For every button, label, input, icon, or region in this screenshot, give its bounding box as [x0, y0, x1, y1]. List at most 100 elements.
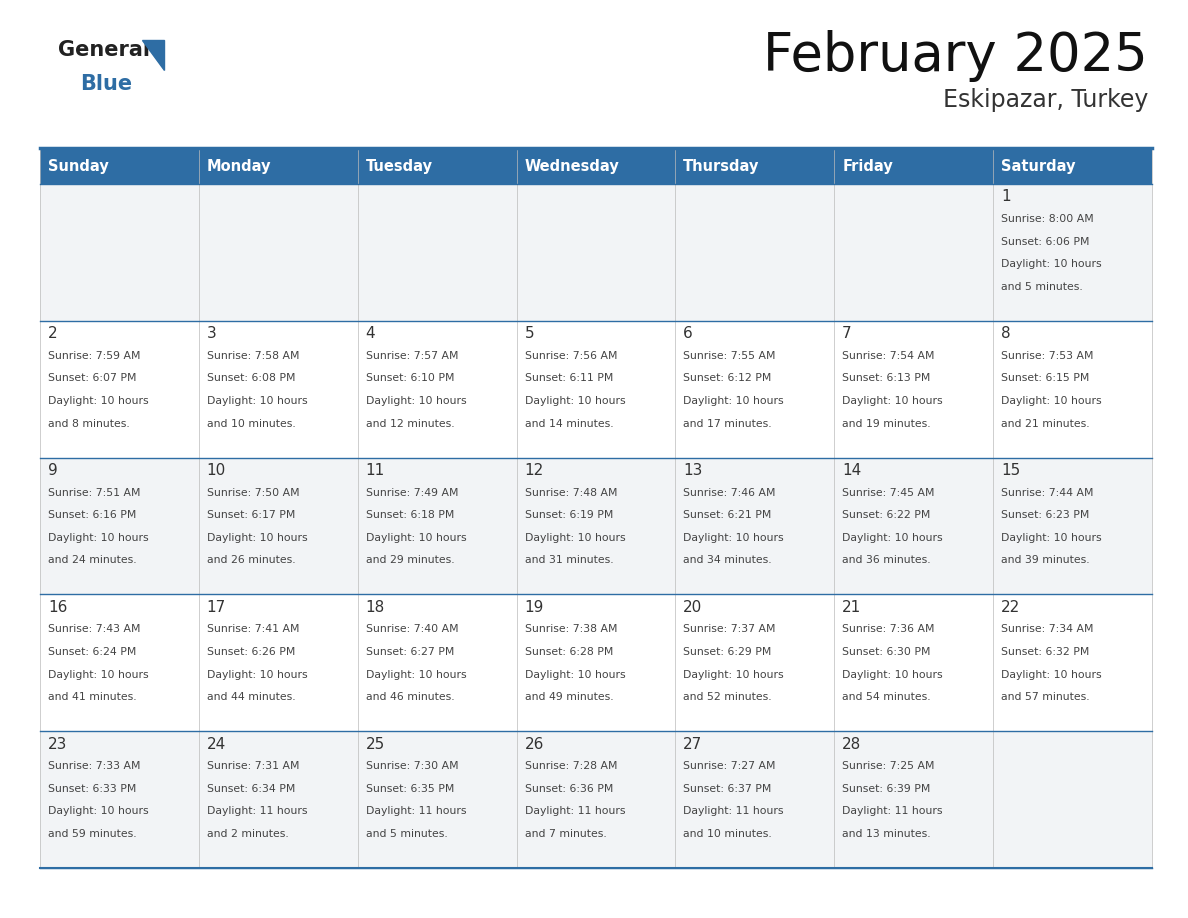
Text: Daylight: 10 hours: Daylight: 10 hours — [366, 396, 466, 406]
Text: Daylight: 11 hours: Daylight: 11 hours — [842, 806, 943, 816]
Text: Sunset: 6:13 PM: Sunset: 6:13 PM — [842, 374, 930, 384]
Text: Sunset: 6:15 PM: Sunset: 6:15 PM — [1001, 374, 1089, 384]
Bar — [517, 732, 676, 868]
Text: Daylight: 10 hours: Daylight: 10 hours — [48, 532, 148, 543]
Bar — [834, 457, 993, 594]
Bar — [40, 594, 198, 732]
Text: Daylight: 10 hours: Daylight: 10 hours — [683, 396, 784, 406]
Text: Sunrise: 7:57 AM: Sunrise: 7:57 AM — [366, 351, 459, 361]
Text: and 5 minutes.: and 5 minutes. — [366, 829, 448, 839]
Text: Daylight: 10 hours: Daylight: 10 hours — [842, 669, 943, 679]
Text: Sunset: 6:10 PM: Sunset: 6:10 PM — [366, 374, 454, 384]
Text: 20: 20 — [683, 599, 702, 615]
Text: Sunset: 6:39 PM: Sunset: 6:39 PM — [842, 784, 930, 794]
Text: and 57 minutes.: and 57 minutes. — [1001, 692, 1089, 702]
Text: Sunrise: 7:31 AM: Sunrise: 7:31 AM — [207, 761, 299, 771]
Text: Daylight: 10 hours: Daylight: 10 hours — [48, 669, 148, 679]
Text: 25: 25 — [366, 736, 385, 752]
Text: and 44 minutes.: and 44 minutes. — [207, 692, 296, 702]
Text: Sunset: 6:23 PM: Sunset: 6:23 PM — [1001, 510, 1089, 521]
Bar — [358, 594, 517, 732]
Text: 10: 10 — [207, 463, 226, 478]
Text: Daylight: 10 hours: Daylight: 10 hours — [525, 396, 625, 406]
Text: Sunset: 6:26 PM: Sunset: 6:26 PM — [207, 647, 295, 657]
Text: Daylight: 10 hours: Daylight: 10 hours — [1001, 259, 1101, 269]
Text: and 12 minutes.: and 12 minutes. — [366, 419, 454, 429]
Text: and 19 minutes.: and 19 minutes. — [842, 419, 931, 429]
Text: and 17 minutes.: and 17 minutes. — [683, 419, 772, 429]
Text: Sunrise: 8:00 AM: Sunrise: 8:00 AM — [1001, 214, 1094, 224]
Bar — [676, 732, 834, 868]
Text: Eskipazar, Turkey: Eskipazar, Turkey — [942, 88, 1148, 112]
Text: 14: 14 — [842, 463, 861, 478]
Bar — [676, 594, 834, 732]
Text: Sunrise: 7:37 AM: Sunrise: 7:37 AM — [683, 624, 776, 634]
Bar — [834, 732, 993, 868]
Text: Sunset: 6:33 PM: Sunset: 6:33 PM — [48, 784, 137, 794]
Text: Sunset: 6:06 PM: Sunset: 6:06 PM — [1001, 237, 1089, 247]
Bar — [517, 457, 676, 594]
Bar — [40, 732, 198, 868]
Bar — [517, 320, 676, 457]
Text: 19: 19 — [525, 599, 544, 615]
Text: Daylight: 11 hours: Daylight: 11 hours — [366, 806, 466, 816]
Text: 27: 27 — [683, 736, 702, 752]
Text: Sunrise: 7:49 AM: Sunrise: 7:49 AM — [366, 487, 459, 498]
Text: 15: 15 — [1001, 463, 1020, 478]
Text: and 14 minutes.: and 14 minutes. — [525, 419, 613, 429]
Text: and 36 minutes.: and 36 minutes. — [842, 555, 931, 565]
Text: Saturday: Saturday — [1001, 159, 1075, 174]
Text: and 31 minutes.: and 31 minutes. — [525, 555, 613, 565]
Text: Sunrise: 7:59 AM: Sunrise: 7:59 AM — [48, 351, 140, 361]
Text: Thursday: Thursday — [683, 159, 760, 174]
Bar — [40, 457, 198, 594]
Text: Sunrise: 7:53 AM: Sunrise: 7:53 AM — [1001, 351, 1094, 361]
Text: Sunrise: 7:36 AM: Sunrise: 7:36 AM — [842, 624, 935, 634]
Bar — [676, 148, 834, 184]
Text: Sunset: 6:07 PM: Sunset: 6:07 PM — [48, 374, 137, 384]
Bar — [993, 732, 1152, 868]
Text: Sunset: 6:18 PM: Sunset: 6:18 PM — [366, 510, 454, 521]
Text: 8: 8 — [1001, 326, 1011, 341]
Bar — [834, 148, 993, 184]
Text: and 24 minutes.: and 24 minutes. — [48, 555, 137, 565]
Text: 21: 21 — [842, 599, 861, 615]
Text: Daylight: 10 hours: Daylight: 10 hours — [1001, 396, 1101, 406]
Text: Sunset: 6:34 PM: Sunset: 6:34 PM — [207, 784, 295, 794]
Bar — [993, 457, 1152, 594]
Bar — [676, 184, 834, 320]
Text: 4: 4 — [366, 326, 375, 341]
Bar — [517, 594, 676, 732]
Text: Sunrise: 7:30 AM: Sunrise: 7:30 AM — [366, 761, 459, 771]
Text: and 41 minutes.: and 41 minutes. — [48, 692, 137, 702]
Text: 11: 11 — [366, 463, 385, 478]
Bar — [517, 184, 676, 320]
Text: 28: 28 — [842, 736, 861, 752]
Polygon shape — [143, 40, 164, 70]
Text: and 13 minutes.: and 13 minutes. — [842, 829, 931, 839]
Text: Sunset: 6:16 PM: Sunset: 6:16 PM — [48, 510, 137, 521]
Text: Monday: Monday — [207, 159, 271, 174]
Text: Sunset: 6:19 PM: Sunset: 6:19 PM — [525, 510, 613, 521]
Text: February 2025: February 2025 — [763, 30, 1148, 82]
Text: Sunset: 6:37 PM: Sunset: 6:37 PM — [683, 784, 772, 794]
Text: and 2 minutes.: and 2 minutes. — [207, 829, 289, 839]
Bar — [198, 732, 358, 868]
Text: and 5 minutes.: and 5 minutes. — [1001, 282, 1082, 292]
Bar — [993, 320, 1152, 457]
Text: 17: 17 — [207, 599, 226, 615]
Text: 26: 26 — [525, 736, 544, 752]
Text: Sunrise: 7:33 AM: Sunrise: 7:33 AM — [48, 761, 140, 771]
Text: 16: 16 — [48, 599, 68, 615]
Text: Sunday: Sunday — [48, 159, 108, 174]
Text: Daylight: 10 hours: Daylight: 10 hours — [48, 806, 148, 816]
Bar — [993, 594, 1152, 732]
Text: Sunset: 6:17 PM: Sunset: 6:17 PM — [207, 510, 295, 521]
Text: and 39 minutes.: and 39 minutes. — [1001, 555, 1089, 565]
Bar — [676, 457, 834, 594]
Text: 5: 5 — [525, 326, 535, 341]
Bar — [40, 320, 198, 457]
Text: Sunset: 6:36 PM: Sunset: 6:36 PM — [525, 784, 613, 794]
Text: Daylight: 10 hours: Daylight: 10 hours — [366, 669, 466, 679]
Bar — [198, 148, 358, 184]
